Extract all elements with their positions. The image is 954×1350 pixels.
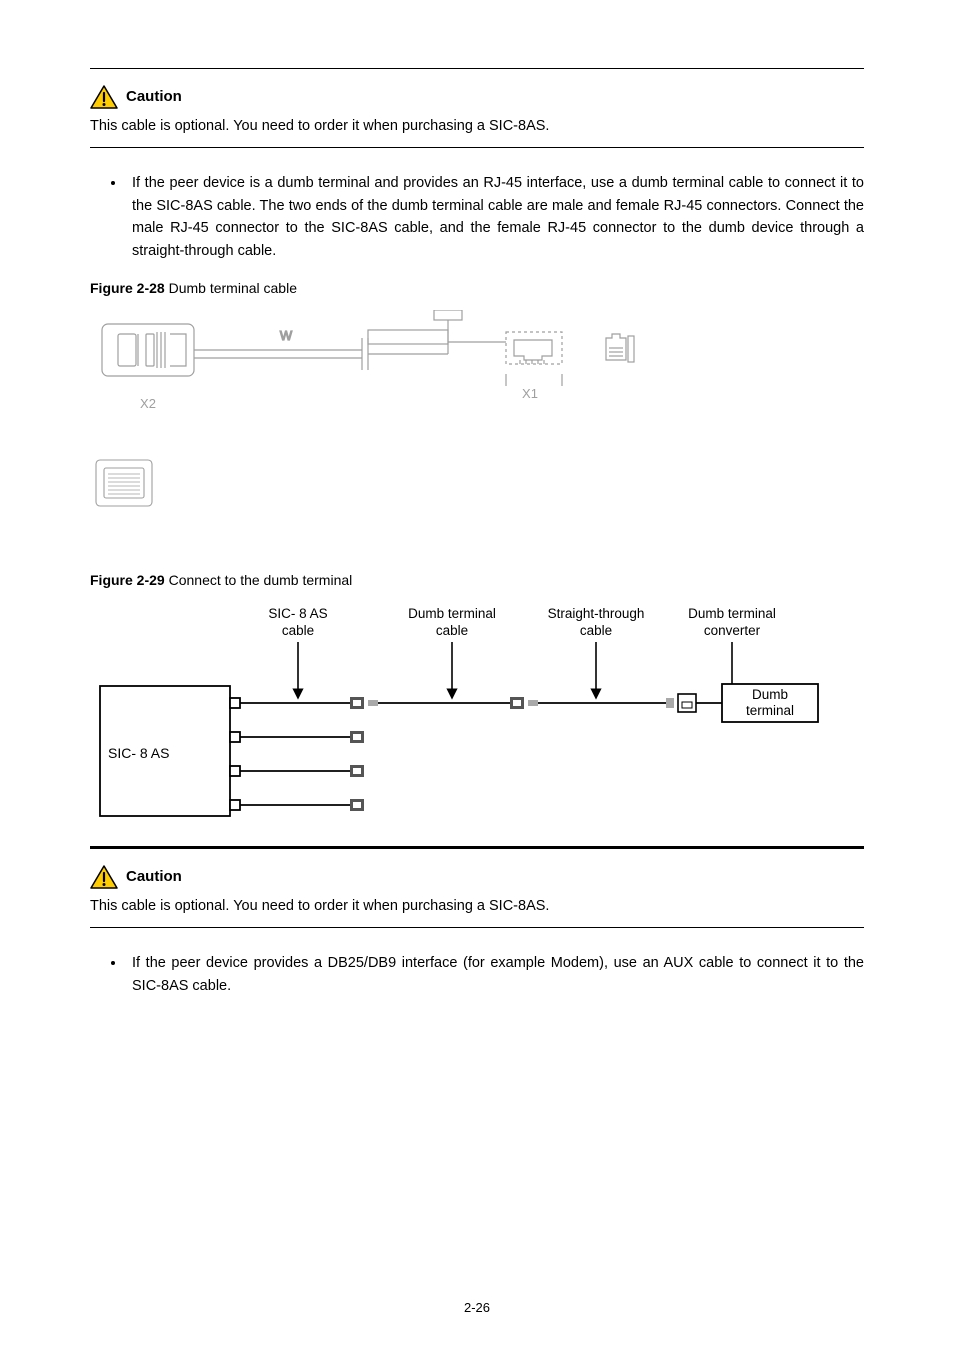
svg-text:Dumb terminal: Dumb terminal bbox=[688, 606, 776, 621]
figure29-caption: Figure 2-29 Connect to the dumb terminal bbox=[90, 570, 864, 592]
svg-text:cable: cable bbox=[436, 623, 468, 638]
svg-text:Dumb terminal: Dumb terminal bbox=[408, 606, 496, 621]
figure29-graphic: SIC- 8 AS cable Dumb terminal cable Stra… bbox=[90, 602, 864, 832]
figure28-label: Figure 2-28 bbox=[90, 280, 165, 296]
rule-top-2 bbox=[90, 846, 864, 849]
page-number: 2-26 bbox=[0, 1298, 954, 1318]
caution-text-1: This cable is optional. You need to orde… bbox=[90, 115, 864, 137]
svg-text:X2: X2 bbox=[140, 396, 156, 411]
figure28-text: Dumb terminal cable bbox=[169, 280, 297, 296]
svg-text:SIC- 8 AS: SIC- 8 AS bbox=[108, 745, 169, 761]
caution-header-1: Caution bbox=[90, 85, 864, 109]
list-item-1: If the peer device is a dumb terminal an… bbox=[126, 172, 864, 262]
svg-text:converter: converter bbox=[704, 623, 761, 638]
figure28-graphic: W X1 X2 bbox=[90, 310, 864, 440]
caution-icon bbox=[90, 85, 118, 109]
list-1: If the peer device is a dumb terminal an… bbox=[90, 172, 864, 262]
caution-header-2: Caution bbox=[90, 865, 864, 889]
svg-text:W: W bbox=[280, 328, 293, 343]
rule-bot-1 bbox=[90, 147, 864, 148]
svg-text:cable: cable bbox=[282, 623, 314, 638]
caution-label-2: Caution bbox=[126, 865, 182, 888]
figure28-subgraphic bbox=[90, 454, 864, 514]
figure28-caption: Figure 2-28 Dumb terminal cable bbox=[90, 278, 864, 300]
svg-text:SIC- 8 AS: SIC- 8 AS bbox=[268, 606, 327, 621]
svg-text:X1: X1 bbox=[522, 386, 538, 401]
list-item-2: If the peer device provides a DB25/DB9 i… bbox=[126, 952, 864, 997]
list-2: If the peer device provides a DB25/DB9 i… bbox=[90, 952, 864, 997]
caution-text-2: This cable is optional. You need to orde… bbox=[90, 895, 864, 917]
rule-top-1 bbox=[90, 68, 864, 69]
svg-text:Dumb: Dumb bbox=[752, 687, 788, 702]
caution-icon bbox=[90, 865, 118, 889]
rule-bot-2 bbox=[90, 927, 864, 928]
svg-text:Straight-through: Straight-through bbox=[548, 606, 645, 621]
figure29-label: Figure 2-29 bbox=[90, 572, 165, 588]
figure29-text: Connect to the dumb terminal bbox=[169, 572, 353, 588]
caution-label-1: Caution bbox=[126, 85, 182, 108]
svg-text:terminal: terminal bbox=[746, 703, 794, 718]
svg-text:cable: cable bbox=[580, 623, 612, 638]
